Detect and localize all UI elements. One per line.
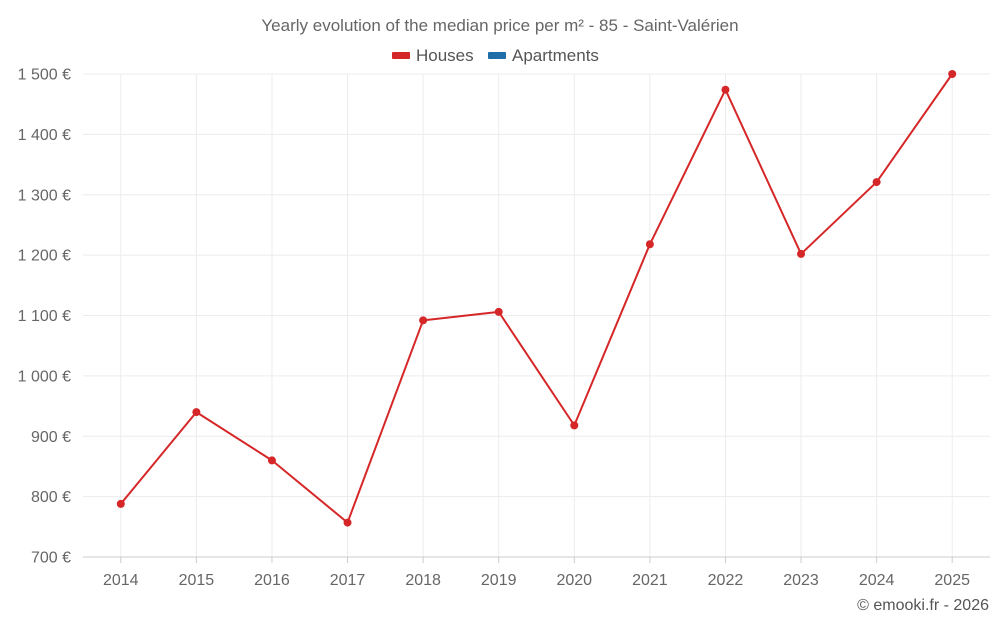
grid	[83, 73, 990, 557]
y-tick-label: 1 500 €	[18, 67, 71, 84]
y-tick-label: 700 €	[31, 550, 71, 567]
x-tick-label: 2014	[103, 572, 139, 589]
data-point-houses-2014[interactable]	[116, 499, 125, 508]
data-point-houses-2019[interactable]	[494, 307, 503, 316]
x-tick-label: 2020	[556, 572, 592, 589]
legend: Houses Apartments	[392, 46, 599, 65]
legend-item-houses[interactable]: Houses	[392, 46, 474, 65]
x-tick-label: 2019	[481, 572, 517, 589]
y-tick-label: 1 000 €	[18, 368, 71, 385]
x-tick-label: 2024	[859, 572, 895, 589]
legend-swatch-apartments	[488, 52, 506, 59]
legend-label-apartments: Apartments	[512, 46, 599, 65]
x-axis-ticks: 2014 2015 2016 2017 2018 2019 2020 2021 2022 2023…	[83, 556, 990, 589]
y-tick-label: 1 100 €	[18, 308, 71, 325]
data-point-houses-2022[interactable]	[721, 85, 730, 94]
data-point-houses-2024[interactable]	[872, 178, 881, 187]
data-point-houses-2017[interactable]	[343, 518, 352, 527]
chart-title: Yearly evolution of the median price per…	[261, 16, 738, 35]
x-tick-label: 2025	[934, 572, 970, 589]
y-tick-label: 1 400 €	[18, 127, 71, 144]
legend-swatch-houses	[392, 52, 410, 59]
x-tick-label: 2021	[632, 572, 668, 589]
x-tick-label: 2015	[179, 572, 215, 589]
y-tick-label: 1 300 €	[18, 187, 71, 204]
data-point-houses-2015[interactable]	[192, 408, 201, 417]
legend-item-apartments[interactable]: Apartments	[488, 46, 599, 65]
x-tick-label: 2018	[405, 572, 441, 589]
x-tick-label: 2016	[254, 572, 290, 589]
y-tick-label: 800 €	[31, 489, 71, 506]
data-point-houses-2023[interactable]	[797, 249, 806, 258]
x-tick-label: 2023	[783, 572, 819, 589]
data-point-houses-2021[interactable]	[645, 240, 654, 249]
data-point-houses-2025[interactable]	[948, 70, 957, 78]
data-point-houses-2016[interactable]	[267, 456, 276, 465]
series-line-houses	[120, 73, 954, 524]
data-point-houses-2018[interactable]	[419, 316, 428, 325]
legend-label-houses: Houses	[416, 46, 474, 65]
data-point-houses-2020[interactable]	[570, 421, 579, 430]
x-tick-label: 2022	[708, 572, 744, 589]
series-houses	[116, 70, 957, 527]
copyright-credit: © emooki.fr - 2026	[857, 597, 989, 614]
x-tick-label: 2017	[330, 572, 366, 589]
y-tick-label: 1 200 €	[18, 248, 71, 265]
y-axis-ticks: 700 € 800 € 900 € 1 000 € 1 100 € 1 200 € 1 30…	[18, 67, 71, 567]
y-tick-label: 900 €	[31, 429, 71, 446]
